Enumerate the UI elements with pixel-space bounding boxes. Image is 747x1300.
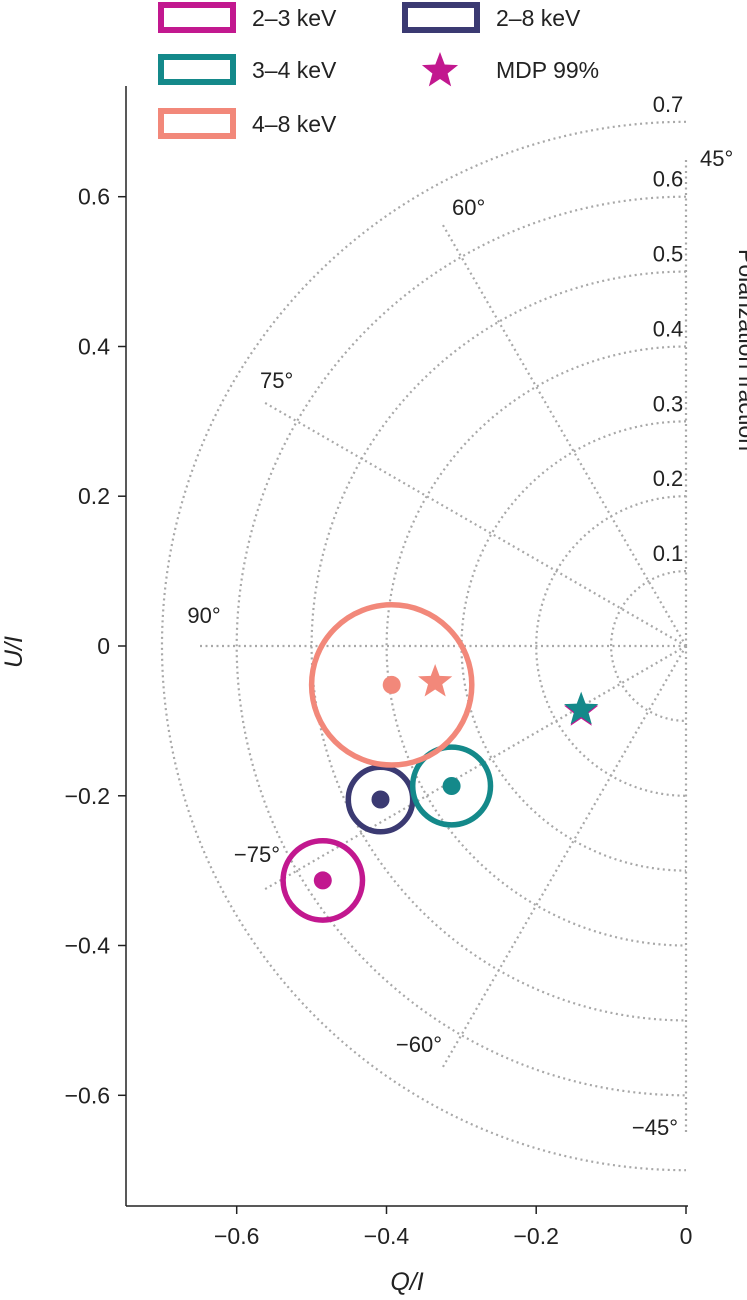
legend-swatch-3-4-kev bbox=[158, 54, 236, 85]
y-tick-label: −0.2 bbox=[65, 783, 110, 809]
error-ring-3-4-kev bbox=[409, 744, 494, 828]
radius-label: 0.3 bbox=[653, 391, 684, 416]
radius-label: 0.6 bbox=[653, 167, 684, 192]
radius-label: 0.2 bbox=[653, 466, 684, 491]
angle-label: 75° bbox=[260, 368, 293, 393]
x-tick-label: −0.2 bbox=[513, 1223, 558, 1249]
y-tick-label: 0.6 bbox=[78, 184, 110, 210]
legend-label-mdp-99: MDP 99% bbox=[496, 57, 599, 83]
y-tick-label: 0 bbox=[97, 633, 110, 659]
legend-label-4-8-kev: 4–8 keV bbox=[252, 111, 337, 137]
data-point-2-3-kev bbox=[313, 871, 332, 890]
y-tick-label: 0.4 bbox=[78, 334, 110, 360]
legend-swatch-2-3-kev bbox=[158, 2, 236, 33]
angle-label: −45° bbox=[632, 1115, 678, 1140]
legend-label-2-3-kev: 2–3 keV bbox=[252, 5, 337, 31]
legend-swatch-4-8-kev bbox=[158, 108, 236, 139]
angle-label: 90° bbox=[187, 603, 220, 628]
radius-label: 0.1 bbox=[653, 541, 684, 566]
angle-label: −75° bbox=[234, 842, 280, 867]
angle-label: −60° bbox=[396, 1032, 442, 1057]
data-point-2-8-kev bbox=[371, 790, 390, 809]
radius-label: 0.5 bbox=[653, 242, 684, 267]
legend-swatch-2-8-kev bbox=[402, 2, 480, 33]
legend-label-2-8-kev: 2–8 keV bbox=[496, 5, 581, 31]
grid-circle bbox=[385, 345, 687, 947]
y-axis-title: U/I bbox=[0, 636, 28, 668]
legend: 2–3 keV 2–8 keV 3–4 keV MDP 99% 4–8 keV bbox=[158, 2, 599, 139]
grid-circle bbox=[235, 195, 687, 1097]
angle-label: 60° bbox=[452, 195, 485, 220]
grid-circle bbox=[310, 270, 687, 1022]
grid-angle-line bbox=[441, 223, 687, 647]
data-points bbox=[280, 602, 599, 923]
error-ring-2-3-kev bbox=[280, 837, 366, 923]
mdp-star-3-4-kev bbox=[564, 691, 599, 725]
polarization-fraction-title: Polarization fraction bbox=[734, 249, 747, 451]
data-point-4-8-kev bbox=[382, 675, 401, 694]
angle-label: 45° bbox=[700, 146, 733, 171]
y-tick-label: 0.2 bbox=[78, 483, 110, 509]
grid-angle-line bbox=[441, 645, 687, 1069]
y-tick-label: −0.6 bbox=[65, 1082, 110, 1108]
ticks: −0.6 −0.4 −0.2 0 0.6 0.4 0.2 0 −0.2 −0.4 −0.6 bbox=[65, 184, 693, 1249]
grid-angle-line bbox=[263, 401, 687, 647]
mdp-star-4-8-kev bbox=[418, 663, 453, 697]
radius-label: 0.4 bbox=[653, 317, 684, 342]
legend-star-icon bbox=[421, 52, 459, 87]
legend-label-3-4-kev: 3–4 keV bbox=[252, 57, 337, 83]
grid-angle-line bbox=[263, 645, 687, 891]
error-ring-4-8-kev bbox=[308, 602, 475, 768]
x-tick-label: −0.6 bbox=[214, 1223, 259, 1249]
polar-grid: 0.1 0.2 0.3 0.4 0.5 0.6 0.7 45° 60° 75° 90° −75° −60… bbox=[160, 92, 733, 1172]
grid-circle bbox=[535, 495, 687, 797]
data-point-3-4-kev bbox=[442, 777, 461, 795]
x-axis-title: Q/I bbox=[390, 1268, 423, 1296]
x-tick-label: −0.4 bbox=[364, 1223, 410, 1249]
x-tick-label: 0 bbox=[680, 1223, 693, 1249]
radius-label: 0.7 bbox=[653, 92, 684, 117]
y-tick-label: −0.4 bbox=[65, 933, 111, 959]
grid-circle bbox=[610, 570, 687, 722]
